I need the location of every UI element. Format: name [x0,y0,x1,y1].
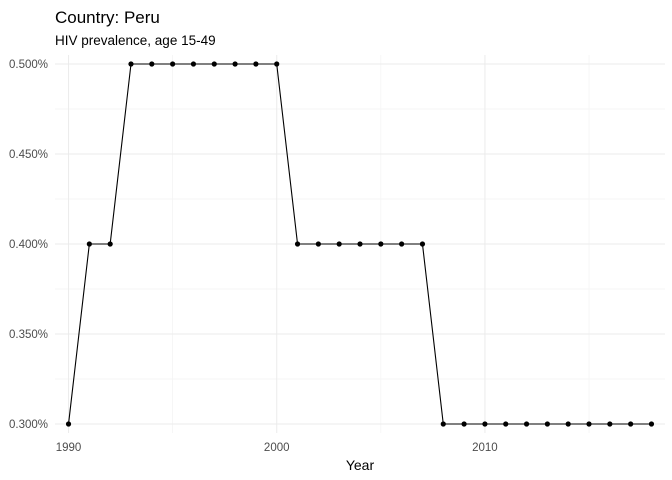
x-axis-title: Year [346,457,375,473]
data-point [648,421,655,427]
y-tick-label: 0.300% [9,419,48,431]
data-point [336,241,342,247]
data-point [503,421,509,427]
chart-subtitle: HIV prevalence, age 15-49 [55,33,216,48]
y-tick-label: 0.400% [9,239,48,251]
data-point [315,241,321,247]
data-point [378,241,384,247]
y-tick-label: 0.500% [9,59,48,71]
plot-series [65,61,655,427]
data-point [107,241,113,247]
data-point [607,421,613,427]
chart-title: Country: Peru [55,8,160,27]
y-tick-label: 0.450% [9,149,48,161]
data-point [253,61,259,67]
data-point [565,421,571,427]
data-point [170,61,176,67]
data-point [211,61,217,67]
data-point [274,61,280,67]
data-point [149,61,155,67]
data-point [294,241,301,247]
data-point [232,61,238,67]
data-point [65,421,72,427]
data-point [357,241,363,247]
x-axis-tick-labels: 1990 2000 2010 [56,442,498,454]
data-point [586,421,592,427]
y-axis-tick-labels: 0.300% 0.350% 0.400% 0.450% 0.500% [9,59,48,431]
data-point [399,241,405,247]
data-point [544,421,550,427]
data-point [440,421,446,427]
data-point [461,421,467,427]
data-point [523,421,530,427]
data-point [86,241,92,247]
data-point [419,241,426,247]
data-point [482,421,488,427]
x-tick-label: 2000 [264,442,290,454]
data-point [628,421,634,427]
x-tick-label: 2010 [472,442,498,454]
data-point [128,61,134,67]
y-tick-label: 0.350% [9,329,48,341]
x-tick-label: 1990 [56,442,82,454]
data-point [190,61,197,67]
